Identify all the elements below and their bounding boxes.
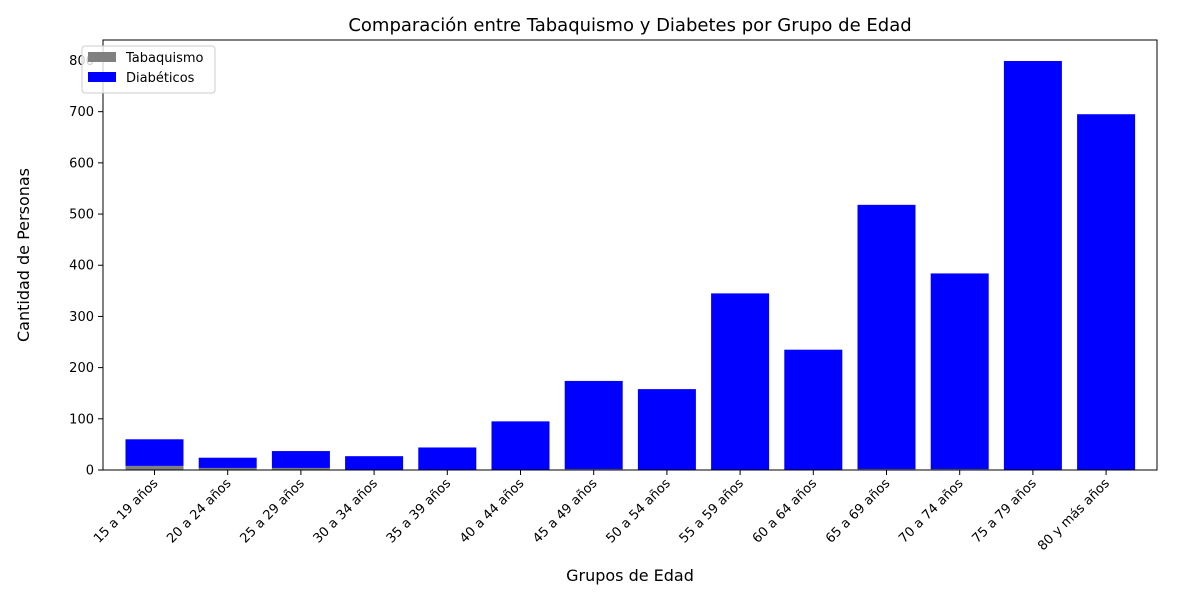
y-tick-label-0: 0 — [86, 464, 94, 479]
y-axis-label: Cantidad de Personas — [14, 168, 33, 342]
bar-diab-ticos-9 — [784, 349, 843, 470]
bar-tabaquismo-0 — [125, 465, 184, 470]
y-tick-label-500: 500 — [69, 208, 94, 223]
y-tick-label-100: 100 — [69, 412, 94, 427]
y-tick-label-600: 600 — [69, 156, 94, 171]
plot-frame — [102, 39, 1158, 471]
x-axis-label: Grupos de Edad — [566, 566, 694, 585]
legend: Tabaquismo Diabéticos — [81, 45, 216, 94]
chart-title: Comparación entre Tabaquismo y Diabetes … — [348, 15, 911, 36]
bar-tabaquismo-10 — [857, 468, 916, 470]
bar-tabaquismo-11 — [930, 468, 989, 470]
bar-diab-ticos-13 — [1077, 114, 1136, 470]
bar-diab-ticos-5 — [491, 421, 550, 470]
y-tick-label-200: 200 — [69, 361, 94, 376]
bar-diab-ticos-7 — [637, 389, 696, 470]
bar-diab-ticos-4 — [418, 447, 477, 470]
bar-diab-ticos-1 — [198, 457, 257, 468]
bar-diab-ticos-3 — [345, 456, 404, 470]
legend-label-tabaquismo: Tabaquismo — [125, 51, 204, 66]
bar-diab-ticos-10 — [857, 204, 916, 469]
y-tick-label-700: 700 — [69, 105, 94, 120]
bar-diab-ticos-12 — [1003, 60, 1062, 470]
bar-diab-ticos-0 — [125, 439, 184, 466]
legend-swatch-tabaquismo — [88, 52, 116, 62]
bar-diab-ticos-6 — [564, 380, 623, 469]
legend-label-diab-ticos: Diabéticos — [126, 71, 195, 86]
bar-tabaquismo-2 — [271, 467, 330, 470]
bar-tabaquismo-1 — [198, 467, 257, 470]
legend-swatch-diab-ticos — [88, 72, 116, 82]
bar-tabaquismo-6 — [564, 468, 623, 470]
bar-diab-ticos-11 — [930, 273, 989, 469]
bar-diab-ticos-8 — [711, 293, 770, 470]
bar-diab-ticos-2 — [271, 451, 330, 468]
y-tick-label-400: 400 — [69, 259, 94, 274]
y-tick-label-300: 300 — [69, 310, 94, 325]
bars-group — [125, 60, 1136, 470]
